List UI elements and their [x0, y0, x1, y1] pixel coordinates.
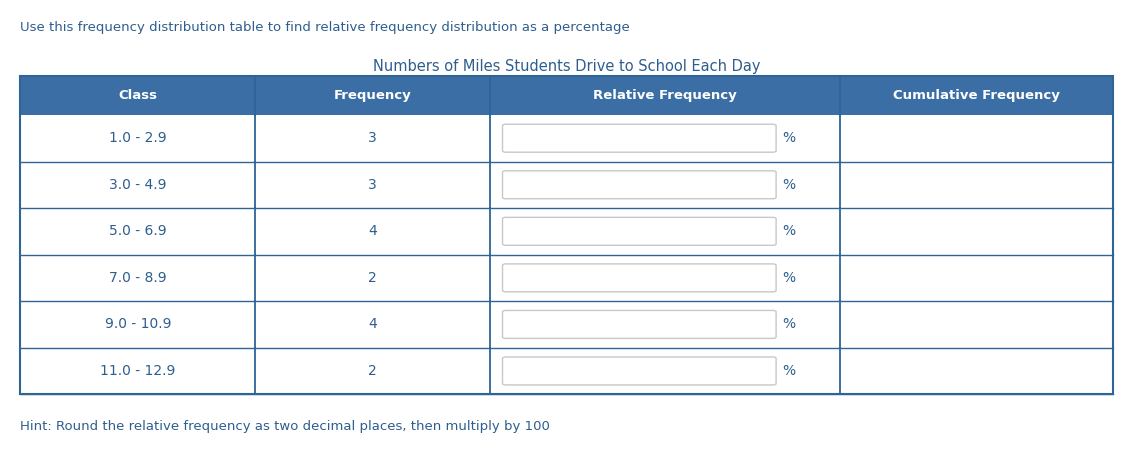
Text: 11.0 - 12.9: 11.0 - 12.9: [100, 364, 176, 378]
Text: Relative Frequency: Relative Frequency: [593, 89, 736, 102]
Bar: [20, 162, 1113, 208]
Text: Use this frequency distribution table to find relative frequency distribution as: Use this frequency distribution table to…: [20, 21, 630, 34]
Bar: [20, 76, 1113, 115]
Text: Hint: Round the relative frequency as two decimal places, then multiply by 100: Hint: Round the relative frequency as tw…: [20, 420, 551, 433]
Text: Numbers of Miles Students Drive to School Each Day: Numbers of Miles Students Drive to Schoo…: [373, 59, 760, 75]
Text: 7.0 - 8.9: 7.0 - 8.9: [109, 271, 167, 285]
Text: Class: Class: [118, 89, 157, 102]
Text: 4: 4: [368, 317, 377, 332]
Bar: [20, 115, 1113, 162]
Text: 3.0 - 4.9: 3.0 - 4.9: [109, 178, 167, 192]
FancyBboxPatch shape: [503, 264, 776, 292]
FancyBboxPatch shape: [503, 124, 776, 152]
Text: Cumulative Frequency: Cumulative Frequency: [893, 89, 1059, 102]
Text: 3: 3: [368, 131, 377, 145]
FancyBboxPatch shape: [503, 218, 776, 245]
FancyBboxPatch shape: [503, 311, 776, 338]
Bar: [20, 76, 1113, 394]
Text: 4: 4: [368, 224, 377, 238]
Text: 1.0 - 2.9: 1.0 - 2.9: [109, 131, 167, 145]
Text: %: %: [782, 271, 795, 285]
Text: %: %: [782, 178, 795, 192]
Text: %: %: [782, 131, 795, 145]
FancyBboxPatch shape: [503, 171, 776, 199]
Text: 3: 3: [368, 178, 377, 192]
Bar: [20, 348, 1113, 394]
Text: 9.0 - 10.9: 9.0 - 10.9: [104, 317, 171, 332]
Text: %: %: [782, 224, 795, 238]
Text: %: %: [782, 364, 795, 378]
Text: 5.0 - 6.9: 5.0 - 6.9: [109, 224, 167, 238]
FancyBboxPatch shape: [503, 357, 776, 385]
Text: %: %: [782, 317, 795, 332]
Bar: [20, 208, 1113, 255]
Text: 2: 2: [368, 271, 377, 285]
Text: 2: 2: [368, 364, 377, 378]
Bar: [20, 255, 1113, 301]
Bar: [20, 301, 1113, 348]
Text: Frequency: Frequency: [334, 89, 411, 102]
